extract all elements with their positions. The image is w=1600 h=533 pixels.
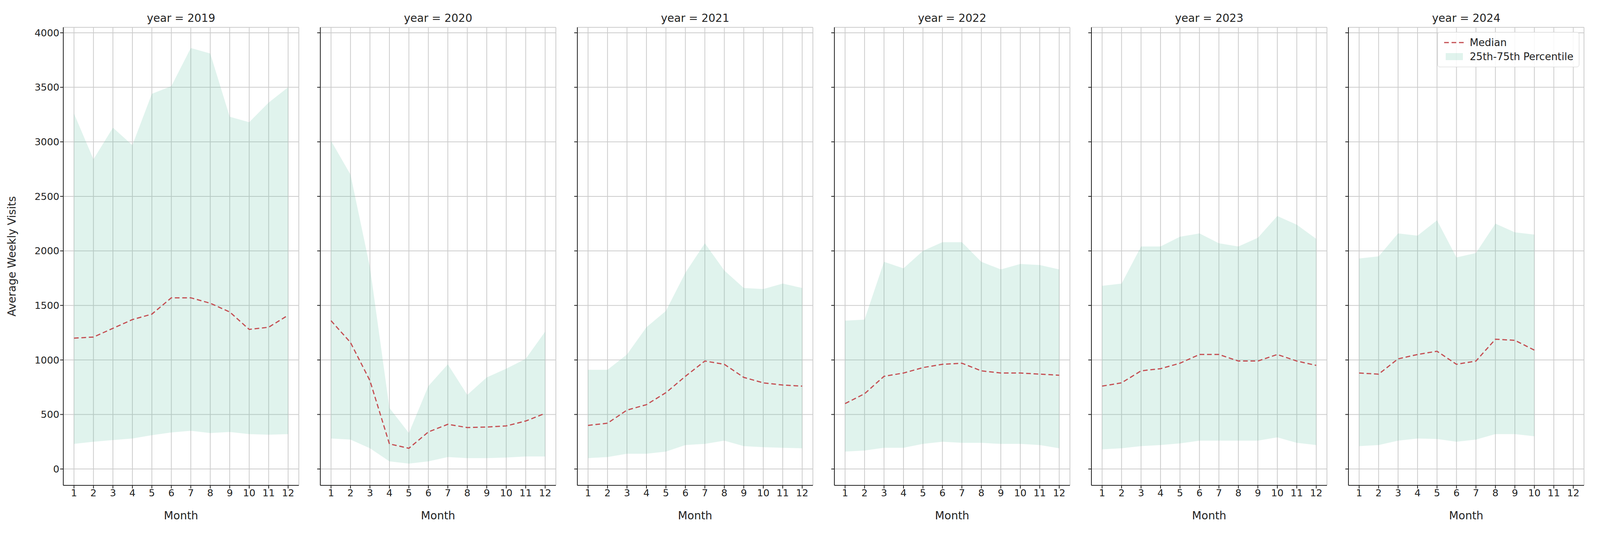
svg-text:6: 6: [1453, 487, 1460, 499]
svg-text:2: 2: [861, 487, 868, 499]
svg-text:11: 11: [776, 487, 790, 499]
svg-text:7: 7: [958, 487, 965, 499]
svg-text:1: 1: [327, 487, 334, 499]
svg-text:5: 5: [1433, 487, 1441, 499]
svg-text:3: 3: [366, 487, 374, 499]
svg-text:4: 4: [1414, 487, 1421, 499]
svg-text:7: 7: [701, 487, 708, 499]
svg-text:4000: 4000: [34, 27, 60, 39]
html-text:year = 2021: year = 2021: [660, 11, 730, 25]
svg-text:11: 11: [1547, 487, 1561, 499]
svg-text:2000: 2000: [34, 245, 60, 257]
svg-text:11: 11: [1033, 487, 1047, 499]
svg-text:3: 3: [1137, 487, 1145, 499]
svg-text:5: 5: [405, 487, 413, 499]
svg-text:1: 1: [70, 487, 77, 499]
svg-text:8: 8: [1235, 487, 1242, 499]
svg-text:1000: 1000: [34, 354, 60, 367]
svg-text:4: 4: [1157, 487, 1164, 499]
svg-text:6: 6: [168, 487, 175, 499]
svg-text:12: 12: [1053, 487, 1066, 499]
svg-text:4: 4: [900, 487, 907, 499]
svg-text:2: 2: [347, 487, 354, 499]
svg-text:12: 12: [1310, 487, 1323, 499]
svg-text:11: 11: [519, 487, 533, 499]
svg-text:5: 5: [1176, 487, 1184, 499]
svg-text:6: 6: [1196, 487, 1203, 499]
svg-text:12: 12: [539, 487, 552, 499]
svg-text:3: 3: [1394, 487, 1402, 499]
svg-text:9: 9: [226, 487, 233, 499]
svg-text:0: 0: [53, 463, 60, 475]
html-text:year = 2023: year = 2023: [1175, 11, 1244, 25]
svg-text:3500: 3500: [34, 81, 60, 93]
html-text:year = 2020: year = 2020: [403, 11, 473, 25]
svg-text:9: 9: [1511, 487, 1518, 499]
svg-text:12: 12: [282, 487, 295, 499]
svg-text:12: 12: [1567, 487, 1580, 499]
svg-text:5: 5: [148, 487, 156, 499]
svg-text:12: 12: [796, 487, 809, 499]
svg-text:8: 8: [1492, 487, 1499, 499]
html-text:Median: Median: [1469, 36, 1507, 49]
svg-text:9: 9: [740, 487, 747, 499]
svg-text:3: 3: [880, 487, 888, 499]
svg-text:Month: Month: [678, 509, 713, 523]
svg-text:2: 2: [1118, 487, 1125, 499]
svg-text:10: 10: [1528, 487, 1541, 499]
svg-text:6: 6: [425, 487, 432, 499]
svg-text:10: 10: [1014, 487, 1027, 499]
svg-text:2: 2: [604, 487, 611, 499]
svg-text:2: 2: [1375, 487, 1382, 499]
svg-text:2500: 2500: [34, 191, 60, 203]
svg-text:4: 4: [643, 487, 650, 499]
svg-text:8: 8: [978, 487, 985, 499]
svg-text:Month: Month: [935, 509, 970, 523]
svg-text:7: 7: [1215, 487, 1222, 499]
svg-text:3: 3: [623, 487, 631, 499]
svg-text:9: 9: [483, 487, 490, 499]
svg-text:4: 4: [129, 487, 136, 499]
html-text:year = 2024: year = 2024: [1432, 11, 1501, 25]
svg-text:1: 1: [1355, 487, 1363, 499]
svg-text:9: 9: [997, 487, 1004, 499]
svg-text:7: 7: [1472, 487, 1479, 499]
svg-text:8: 8: [721, 487, 728, 499]
svg-text:1: 1: [1098, 487, 1106, 499]
svg-text:5: 5: [662, 487, 670, 499]
svg-text:Average Weekly Visits: Average Weekly Visits: [5, 196, 19, 317]
html-text:25th-75th Percentile: 25th-75th Percentile: [1469, 50, 1574, 63]
svg-text:10: 10: [1271, 487, 1284, 499]
svg-text:2: 2: [90, 487, 97, 499]
svg-text:500: 500: [40, 408, 60, 421]
html-text:year = 2019: year = 2019: [146, 11, 216, 25]
svg-text:11: 11: [1290, 487, 1304, 499]
svg-text:8: 8: [207, 487, 214, 499]
svg-text:5: 5: [919, 487, 927, 499]
svg-text:4: 4: [386, 487, 393, 499]
svg-text:3000: 3000: [34, 136, 60, 148]
svg-text:7: 7: [187, 487, 194, 499]
svg-text:10: 10: [757, 487, 770, 499]
svg-text:7: 7: [444, 487, 451, 499]
svg-text:1: 1: [841, 487, 849, 499]
html-text:year = 2022: year = 2022: [917, 11, 987, 25]
svg-text:11: 11: [262, 487, 275, 499]
svg-text:10: 10: [500, 487, 513, 499]
svg-text:Month: Month: [1192, 509, 1227, 523]
svg-text:3: 3: [109, 487, 117, 499]
svg-text:Month: Month: [164, 509, 199, 523]
svg-text:1500: 1500: [34, 300, 60, 312]
svg-text:6: 6: [939, 487, 946, 499]
svg-text:9: 9: [1254, 487, 1261, 499]
svg-text:6: 6: [682, 487, 689, 499]
svg-text:Month: Month: [1449, 509, 1484, 523]
svg-text:10: 10: [242, 487, 256, 499]
svg-text:1: 1: [584, 487, 592, 499]
svg-text:Month: Month: [421, 509, 456, 523]
svg-text:8: 8: [464, 487, 471, 499]
